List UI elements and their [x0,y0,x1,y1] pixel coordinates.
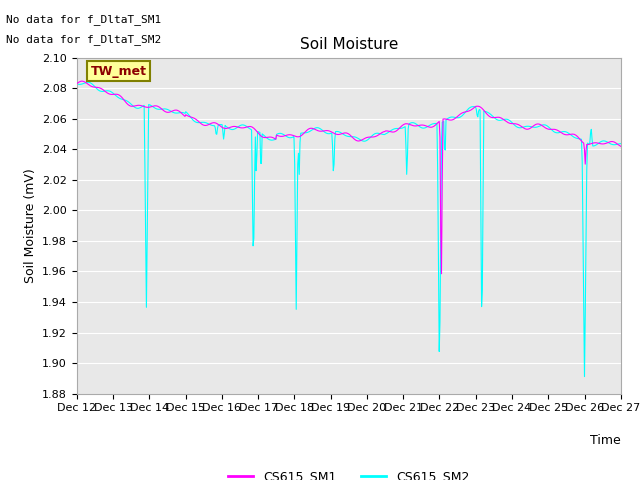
Y-axis label: Soil Moisture (mV): Soil Moisture (mV) [24,168,36,283]
Text: TW_met: TW_met [91,64,147,78]
Text: No data for f_DltaT_SM2: No data for f_DltaT_SM2 [6,34,162,45]
Text: No data for f_DltaT_SM1: No data for f_DltaT_SM1 [6,14,162,25]
Title: Soil Moisture: Soil Moisture [300,37,398,52]
X-axis label: Time: Time [590,434,621,447]
Legend: CS615_SM1, CS615_SM2: CS615_SM1, CS615_SM2 [223,465,475,480]
